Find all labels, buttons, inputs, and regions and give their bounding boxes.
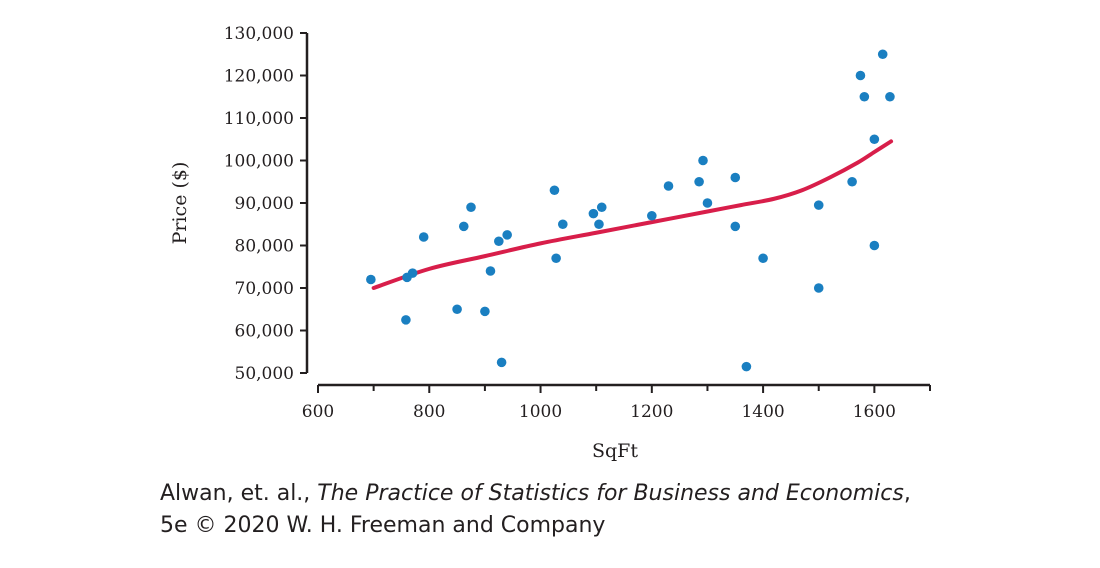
x-axis-title: SqFt — [592, 440, 638, 462]
data-point — [730, 172, 741, 183]
data-point — [452, 304, 462, 315]
caption-authors: Alwan, et. al., — [160, 481, 318, 506]
y-tick-label: 110,000 — [224, 109, 294, 129]
x-tick-label: 1400 — [741, 402, 784, 422]
x-tick-label: 800 — [413, 402, 445, 422]
smooth-curve-layer — [371, 139, 894, 290]
data-point — [496, 357, 507, 368]
data-point — [466, 202, 476, 213]
x-tick-label: 1600 — [853, 402, 896, 422]
data-point — [480, 306, 490, 317]
x-tick-label: 1000 — [519, 402, 562, 422]
data-point — [458, 221, 469, 232]
data-point — [485, 266, 496, 276]
data-point — [407, 268, 418, 278]
data-point — [869, 134, 880, 145]
data-point — [647, 210, 657, 221]
y-tick-label: 80,000 — [235, 237, 294, 257]
data-point — [813, 200, 824, 210]
caption-punctuation: , — [903, 481, 911, 506]
data-point — [702, 198, 713, 208]
x-tick-label: 600 — [302, 402, 334, 422]
data-point — [877, 49, 888, 60]
caption-line-2: 5e © 2020 W. H. Freeman and Company — [160, 513, 606, 538]
x-tick-label: 1200 — [630, 402, 673, 422]
y-tick-label: 130,000 — [224, 24, 294, 44]
data-point — [847, 176, 857, 187]
data-point — [596, 202, 607, 213]
y-tick-label: 60,000 — [235, 322, 294, 342]
data-point — [663, 181, 674, 191]
axes — [300, 32, 931, 393]
y-tick-label: 50,000 — [235, 364, 294, 384]
smooth-curve — [371, 139, 894, 290]
y-tick-label: 100,000 — [224, 152, 294, 172]
data-point — [594, 219, 604, 230]
y-tick-label: 120,000 — [224, 67, 294, 87]
data-point — [730, 221, 741, 232]
data-point — [502, 230, 512, 240]
caption-book-title: The Practice of Statistics for Business … — [317, 481, 904, 506]
data-point — [558, 219, 568, 230]
data-point — [549, 185, 560, 196]
figure-caption: Alwan, et. al., The Practice of Statisti… — [160, 478, 911, 542]
y-tick-label: 90,000 — [235, 194, 294, 214]
y-tick-label: 70,000 — [235, 279, 294, 299]
scatter-chart: 600 800 1000 1200 1400 1600 50,000 60,000 70,000… — [169, 24, 931, 462]
data-point — [869, 240, 880, 251]
data-point — [813, 283, 824, 293]
data-point — [494, 236, 504, 247]
data-point — [698, 155, 708, 166]
data-point — [588, 208, 599, 219]
y-axis-title: Price ($) — [169, 162, 191, 245]
data-point — [885, 91, 895, 102]
data-point — [694, 176, 704, 187]
data-point — [741, 361, 752, 372]
data-point — [418, 232, 429, 242]
data-point — [859, 91, 870, 102]
tick-labels: 600 800 1000 1200 1400 1600 50,000 60,000 70,000… — [224, 24, 896, 422]
data-point — [551, 253, 561, 264]
data-point — [855, 70, 866, 81]
data-point — [401, 315, 411, 325]
data-point — [758, 253, 768, 264]
points-layer — [366, 49, 895, 372]
caption-line-1: Alwan, et. al., The Practice of Statisti… — [160, 478, 911, 510]
data-point — [366, 274, 376, 285]
